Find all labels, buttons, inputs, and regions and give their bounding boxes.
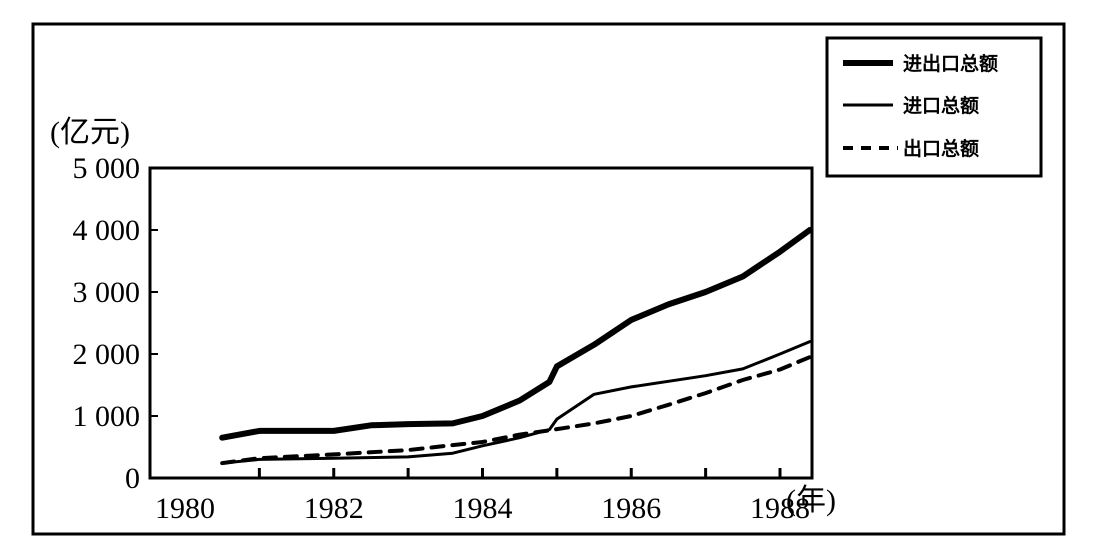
x-tick-label: 1980 xyxy=(155,492,215,525)
y-tick-label: 1 000 xyxy=(73,400,141,433)
y-tick-label: 0 xyxy=(125,462,140,495)
x-tick-label: 1982 xyxy=(304,492,364,525)
y-axis: 0 1 000 2 000 3 000 4 000 5 000 xyxy=(73,152,158,495)
legend-label-export: 出口总额 xyxy=(903,137,979,160)
outer-frame xyxy=(31,22,1066,536)
y-tick-label: 3 000 xyxy=(73,276,141,309)
series-line-1 xyxy=(220,340,812,465)
x-tick-label: 1986 xyxy=(601,492,661,525)
y-tick-label: 5 000 xyxy=(73,152,141,185)
x-tick-label: 1988 xyxy=(750,492,810,525)
legend-label-import: 进口总额 xyxy=(903,94,979,117)
legend-label-import-export: 进出口总额 xyxy=(903,52,998,75)
series-line-0 xyxy=(219,227,813,441)
y-tick-label: 2 000 xyxy=(73,338,141,371)
series-lines xyxy=(219,227,813,466)
x-tick-label: 1984 xyxy=(453,492,513,525)
y-tick-label: 4 000 xyxy=(73,214,141,247)
series-line-2 xyxy=(220,355,812,466)
x-axis: 1980 1982 1984 1986 1988 xyxy=(155,468,810,525)
legend: 进出口总额 进口总额 出口总额 xyxy=(825,36,1043,178)
x-axis-unit-label: (年) xyxy=(786,484,836,517)
y-axis-unit-label: (亿元) xyxy=(50,116,130,149)
